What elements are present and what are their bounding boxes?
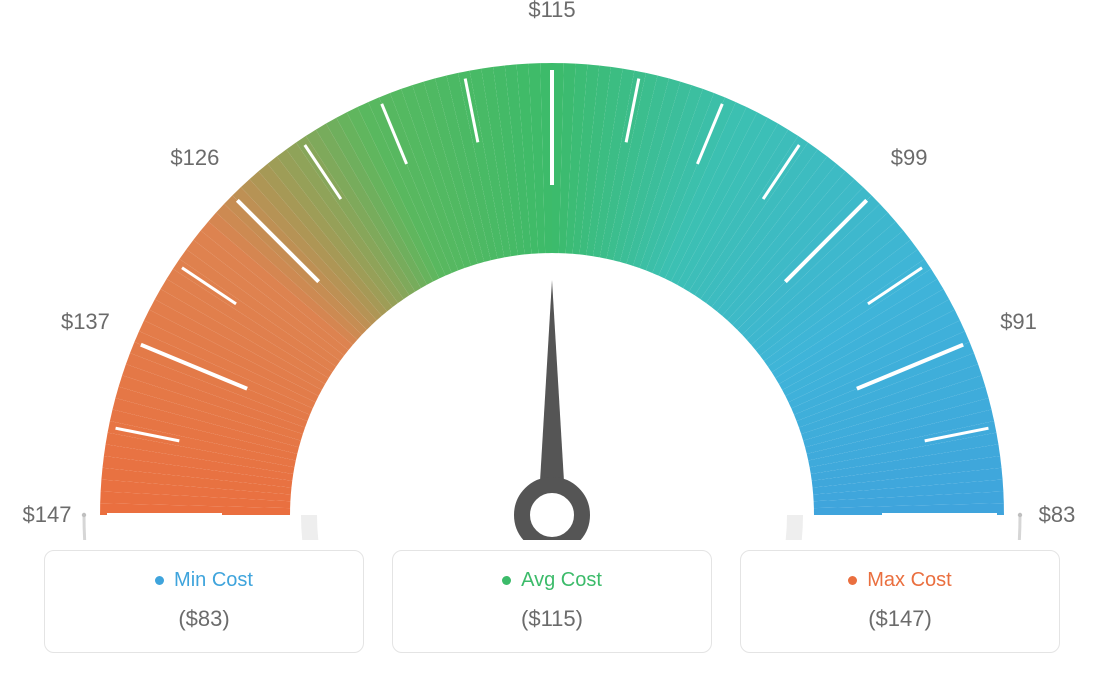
legend-card-max: Max Cost ($147): [740, 550, 1060, 653]
gauge-tick-label: $91: [1000, 309, 1037, 335]
legend-row: Min Cost ($83) Avg Cost ($115) Max Cost …: [0, 540, 1104, 653]
legend-dot-avg: [502, 576, 511, 585]
gauge-tick-label: $99: [891, 145, 928, 171]
legend-title-max: Max Cost: [848, 569, 951, 592]
legend-card-min: Min Cost ($83): [44, 550, 364, 653]
legend-value-min: ($83): [55, 606, 353, 632]
legend-label-min: Min Cost: [174, 569, 253, 592]
gauge-svg: [0, 0, 1104, 540]
gauge-tick-label: $126: [170, 145, 219, 171]
legend-label-avg: Avg Cost: [521, 569, 602, 592]
cost-gauge-chart: $83 $91 $99 $115 $126 $137 $147: [0, 0, 1104, 540]
gauge-hub: [522, 485, 582, 540]
legend-dot-max: [848, 576, 857, 585]
legend-title-avg: Avg Cost: [502, 569, 602, 592]
gauge-tick-label: $115: [528, 0, 575, 23]
gauge-tick-label: $137: [61, 309, 110, 335]
legend-dot-min: [155, 576, 164, 585]
legend-title-min: Min Cost: [155, 569, 253, 592]
legend-value-avg: ($115): [403, 606, 701, 632]
legend-card-avg: Avg Cost ($115): [392, 550, 712, 653]
legend-label-max: Max Cost: [867, 569, 951, 592]
legend-value-max: ($147): [751, 606, 1049, 632]
gauge-tick-label: $83: [1039, 502, 1076, 528]
gauge-tick-label: $147: [23, 502, 72, 528]
